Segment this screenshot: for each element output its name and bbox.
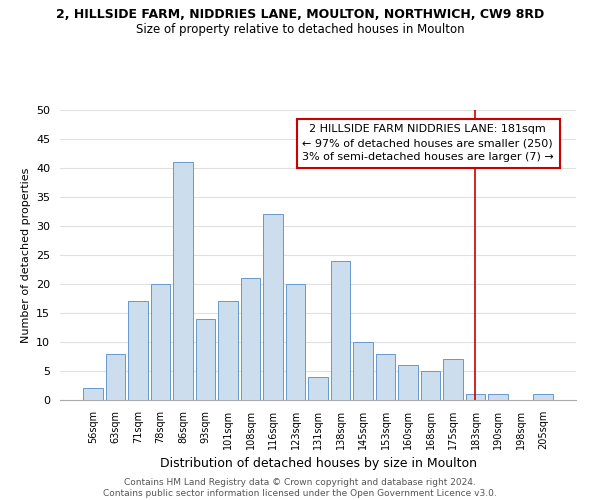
Bar [286, 284, 305, 400]
Bar [488, 394, 508, 400]
Bar [83, 388, 103, 400]
Bar [466, 394, 485, 400]
Bar [353, 342, 373, 400]
Bar [398, 365, 418, 400]
Bar [443, 360, 463, 400]
Bar [331, 261, 350, 400]
Bar [196, 319, 215, 400]
Bar [218, 302, 238, 400]
Text: Size of property relative to detached houses in Moulton: Size of property relative to detached ho… [136, 22, 464, 36]
Y-axis label: Number of detached properties: Number of detached properties [20, 168, 31, 342]
X-axis label: Distribution of detached houses by size in Moulton: Distribution of detached houses by size … [160, 458, 476, 470]
Bar [308, 377, 328, 400]
Bar [263, 214, 283, 400]
Text: Contains HM Land Registry data © Crown copyright and database right 2024.
Contai: Contains HM Land Registry data © Crown c… [103, 478, 497, 498]
Bar [128, 302, 148, 400]
Text: 2 HILLSIDE FARM NIDDRIES LANE: 181sqm
← 97% of detached houses are smaller (250): 2 HILLSIDE FARM NIDDRIES LANE: 181sqm ← … [302, 124, 554, 162]
Bar [151, 284, 170, 400]
Bar [241, 278, 260, 400]
Bar [106, 354, 125, 400]
Bar [533, 394, 553, 400]
Bar [421, 371, 440, 400]
Bar [376, 354, 395, 400]
Text: 2, HILLSIDE FARM, NIDDRIES LANE, MOULTON, NORTHWICH, CW9 8RD: 2, HILLSIDE FARM, NIDDRIES LANE, MOULTON… [56, 8, 544, 20]
Bar [173, 162, 193, 400]
